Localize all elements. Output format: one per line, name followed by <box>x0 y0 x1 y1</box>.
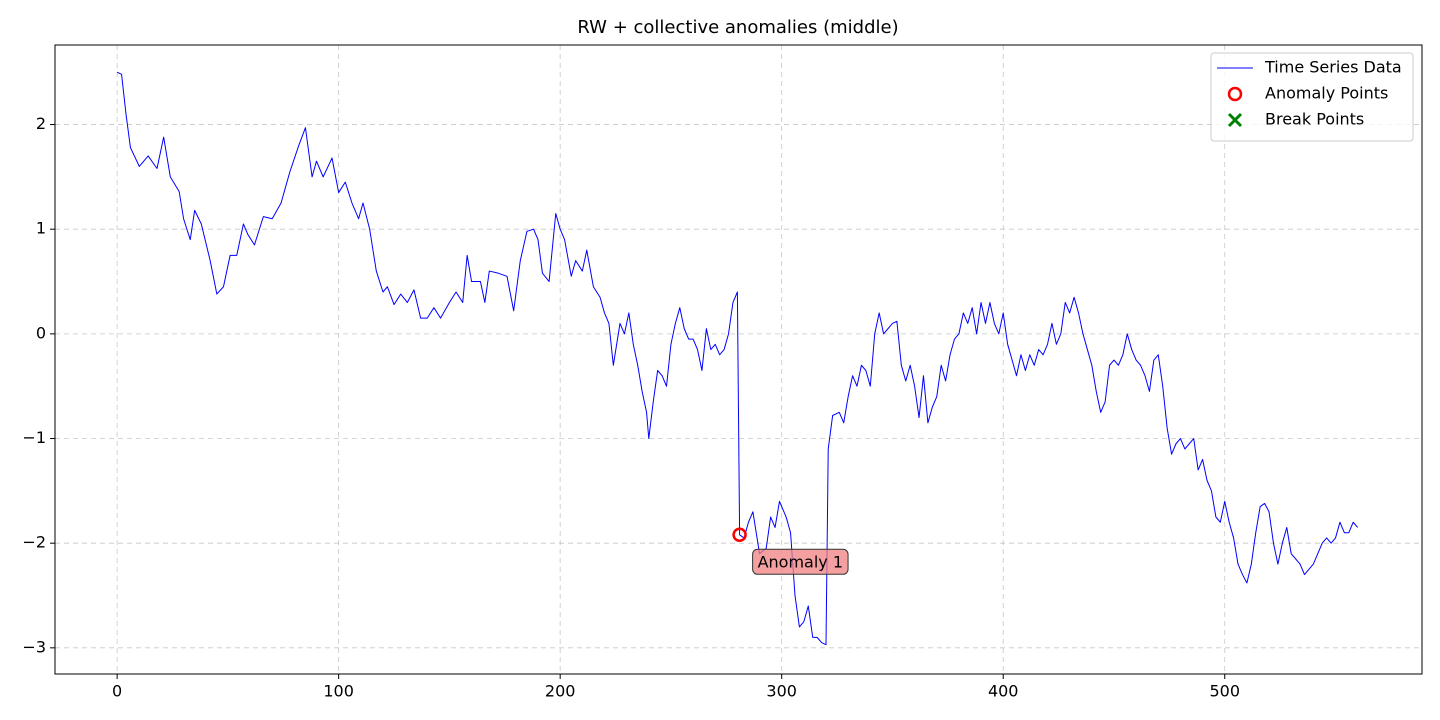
annotation-box <box>752 548 849 575</box>
annotation-text: Anomaly 1 <box>758 552 843 571</box>
y-tick-label: −1 <box>22 428 46 447</box>
x-tick-label: 300 <box>766 682 797 701</box>
x-tick-label: 400 <box>988 682 1019 701</box>
legend-marker <box>1227 112 1243 128</box>
y-tick-label: 2 <box>36 114 46 133</box>
x-tick-label: 0 <box>112 682 122 701</box>
y-tick-label: −2 <box>22 533 46 552</box>
y-tick-label: −3 <box>22 637 46 656</box>
plot-frame <box>54 44 1423 675</box>
annotation: Anomaly 1 <box>752 548 849 575</box>
legend-label: Break Points <box>1265 110 1364 129</box>
y-tick-label: 1 <box>36 219 46 238</box>
x-tick-label: 200 <box>545 682 576 701</box>
chart-title: RW + collective anomalies (middle) <box>577 17 898 38</box>
legend-label: Anomaly Points <box>1265 84 1388 103</box>
x-tick-label: 100 <box>323 682 354 701</box>
anomaly-point <box>732 527 747 543</box>
x-tick-label: 500 <box>1209 682 1240 701</box>
legend-label: Time Series Data <box>1264 58 1402 77</box>
legend-box <box>1210 52 1414 142</box>
y-tick-label: 0 <box>36 323 46 342</box>
data-line <box>116 71 1359 646</box>
legend-marker <box>1227 86 1243 102</box>
